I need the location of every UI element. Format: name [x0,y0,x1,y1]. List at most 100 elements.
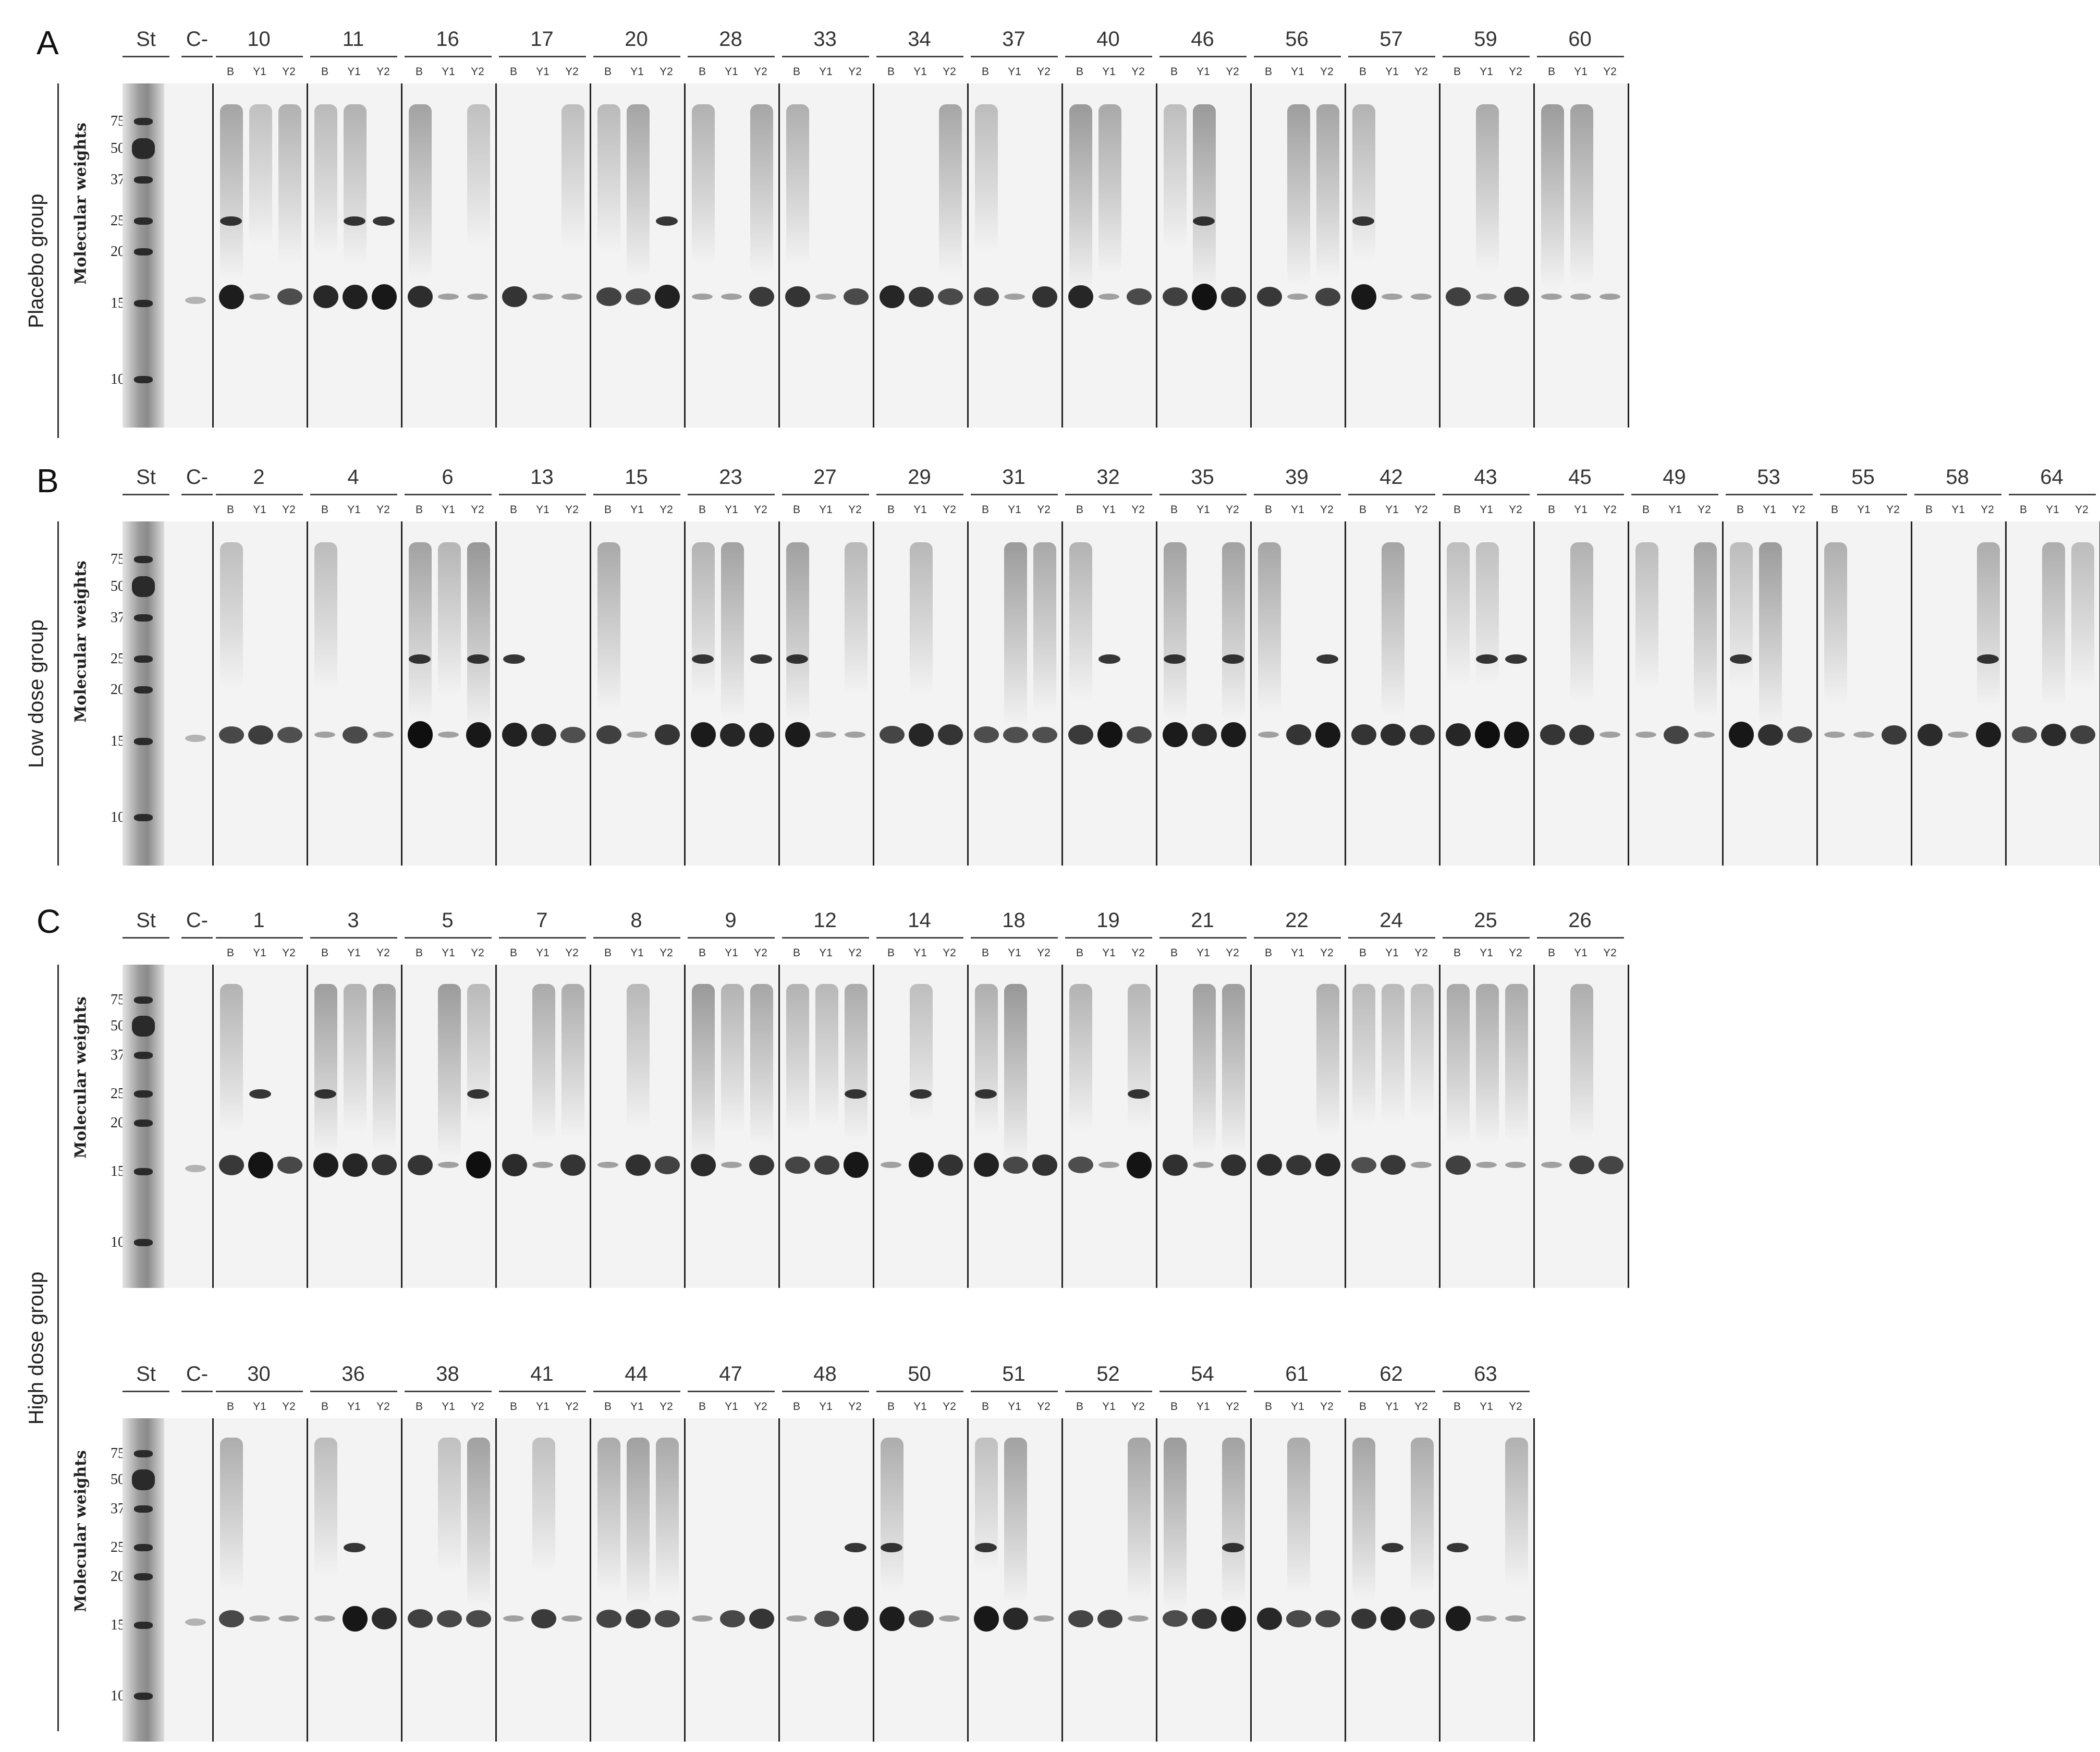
ladder-band [134,1119,153,1127]
lane-smear [314,104,337,255]
lane-label-b: B [604,504,612,516]
main-band [1635,732,1656,738]
lane-label-b: B [1925,504,1933,516]
lane-label-b: B [1359,504,1366,516]
sample-underline [216,1391,303,1392]
lane-smear [910,542,933,695]
lane-label-y1: Y1 [725,66,738,78]
label-underline [181,494,213,495]
sample-label-14: 14 [908,909,931,932]
main-band [692,294,713,300]
sample-label-43: 43 [1474,466,1497,489]
sample-label-15: 15 [625,466,648,489]
ladder-band [134,1505,153,1513]
sample-label-63: 63 [1474,1362,1497,1385]
lane-label-b: B [321,1401,328,1413]
main-band [1163,287,1188,307]
main-band [881,1162,901,1169]
lane-divider [1156,965,1157,1288]
lane-label-y1: Y1 [1196,1401,1210,1413]
sample-underline [405,937,492,939]
lane-label-b: B [1359,947,1366,959]
lane-label-y1: Y1 [1480,1401,1493,1413]
lane-label-y1: Y1 [1008,504,1021,516]
lane-label-y1: Y1 [913,947,927,959]
lane-smear [845,984,868,1141]
lane-label-y2: Y2 [1037,66,1051,78]
lane-label-b: B [226,66,234,78]
main-band [343,1605,368,1632]
main-band [1221,1154,1246,1176]
main-band [1569,1155,1594,1175]
label-underline [123,494,169,495]
main-band [1192,723,1217,746]
main-band [313,285,338,308]
lane-smear [1069,984,1092,1132]
sample-underline [499,937,586,939]
sample-underline [1159,937,1247,939]
mw-tick-20: 20 [89,244,142,260]
lane-divider [1250,521,1252,866]
sample-underline [499,494,586,495]
sample-label-27: 27 [813,466,837,489]
lane-label-b: B [1264,66,1272,78]
sample-underline [310,1391,397,1392]
mw-tick-25: 25 [89,1086,142,1102]
sample-underline [782,1391,869,1392]
main-band [721,294,742,300]
main-band [1221,1605,1246,1632]
main-band [313,1152,338,1178]
main-band [749,1155,774,1175]
secondary-band [503,654,525,664]
sample-underline [1254,494,1341,495]
main-band [408,1154,433,1176]
lane-label-y2: Y2 [1320,504,1334,516]
lane-label-b: B [981,504,989,516]
main-band [1315,287,1340,306]
lane-label-y1: Y1 [819,66,833,78]
lane-label-y2: Y2 [1320,1401,1334,1413]
lane-smear [845,542,868,695]
sample-label-41: 41 [530,1362,554,1385]
ladder-band [134,555,153,563]
sample-label-29: 29 [908,466,931,489]
lane-divider [1439,83,1440,428]
lane-label-y1: Y1 [913,504,927,516]
secondary-band [1193,216,1215,226]
mw-tick-75: 75 [89,1445,142,1462]
lane-divider [967,83,969,428]
main-band [1570,294,1591,300]
sample-label-16: 16 [436,28,459,51]
lane-label-y2: Y2 [282,947,296,959]
lane-smear [2042,542,2065,707]
sample-underline [2009,494,2096,495]
lane-label-b: B [887,504,895,516]
lane-label-b: B [1076,947,1083,959]
main-band [844,288,869,306]
group-bracket [57,83,59,438]
sample-label-26: 26 [1568,909,1592,932]
lane-label-y1: Y1 [1291,504,1304,516]
lane-label-b: B [887,66,895,78]
lane-label-b: B [981,1401,989,1413]
secondary-band [845,1089,866,1099]
lane-label-y1: Y1 [1574,947,1588,959]
lane-label-y1: Y1 [442,947,455,959]
secondary-band [1222,654,1244,664]
label-underline [181,1391,213,1392]
sample-underline [593,494,680,495]
lane-label-y1: Y1 [725,504,738,516]
sample-label-10: 10 [247,28,271,51]
lane-divider [495,965,497,1288]
main-band [437,1610,462,1627]
lane-label-b: B [226,947,234,959]
lane-smear [1004,542,1027,726]
sample-label-30: 30 [247,1362,271,1385]
standard-lane-label: St [136,1362,156,1385]
main-band [1003,726,1028,743]
main-band [1729,722,1754,748]
main-band [1163,1154,1188,1176]
ladder-band [134,813,153,821]
main-band [343,284,368,309]
lane-smear [1128,1438,1151,1601]
